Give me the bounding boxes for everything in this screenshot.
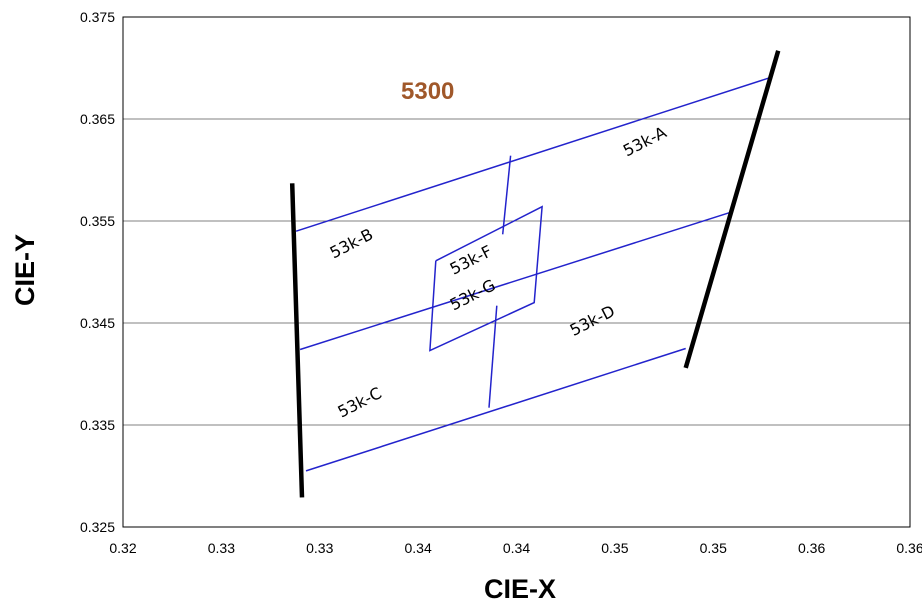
x-tick-label: 0.36: [896, 540, 922, 556]
bin-line: [295, 77, 769, 232]
bin-label: 53k-D: [567, 301, 618, 340]
bin-label: 53k-G: [447, 275, 499, 314]
bin-line: [501, 155, 512, 235]
boundary-lines: [289, 50, 781, 498]
boundary-line: [683, 50, 781, 369]
boundary-line: [289, 183, 305, 498]
bin-line: [299, 212, 730, 351]
y-axis-title: CIE-Y: [10, 234, 40, 306]
bin-label: 53k-C: [335, 383, 385, 421]
y-tick-labels: 0.325 0.335 0.345 0.355 0.365 0.375: [80, 9, 115, 535]
y-tick-label: 0.335: [80, 417, 115, 433]
grid-lines: [123, 118, 910, 426]
x-tick-label: 0.33: [306, 540, 333, 556]
x-tick-label: 0.36: [798, 540, 825, 556]
bin-label: 53k-B: [327, 225, 376, 263]
y-tick-label: 0.355: [80, 213, 115, 229]
x-tick-label: 0.34: [405, 540, 432, 556]
bin-line: [488, 305, 498, 408]
bin-label: 53k-F: [447, 241, 495, 278]
bin-lines: [295, 77, 769, 472]
y-tick-label: 0.345: [80, 315, 115, 331]
y-tick-label: 0.365: [80, 111, 115, 127]
y-tick-label: 0.375: [80, 9, 115, 25]
x-axis-title: CIE-X: [484, 574, 556, 604]
plot-area: [122, 16, 911, 528]
x-tick-label: 0.35: [601, 540, 628, 556]
x-tick-label: 0.33: [208, 540, 235, 556]
x-tick-label: 0.32: [109, 540, 136, 556]
bin-line: [305, 347, 686, 472]
x-tick-label: 0.34: [503, 540, 530, 556]
bin-label: 53k-A: [620, 122, 670, 160]
bin-line: [429, 205, 543, 352]
chart-title: 5300: [401, 78, 454, 105]
x-tick-label: 0.35: [700, 540, 727, 556]
x-tick-labels: 0.32 0.33 0.33 0.34 0.34 0.35 0.35 0.36 0.36: [109, 540, 922, 556]
y-tick-label: 0.325: [80, 519, 115, 535]
